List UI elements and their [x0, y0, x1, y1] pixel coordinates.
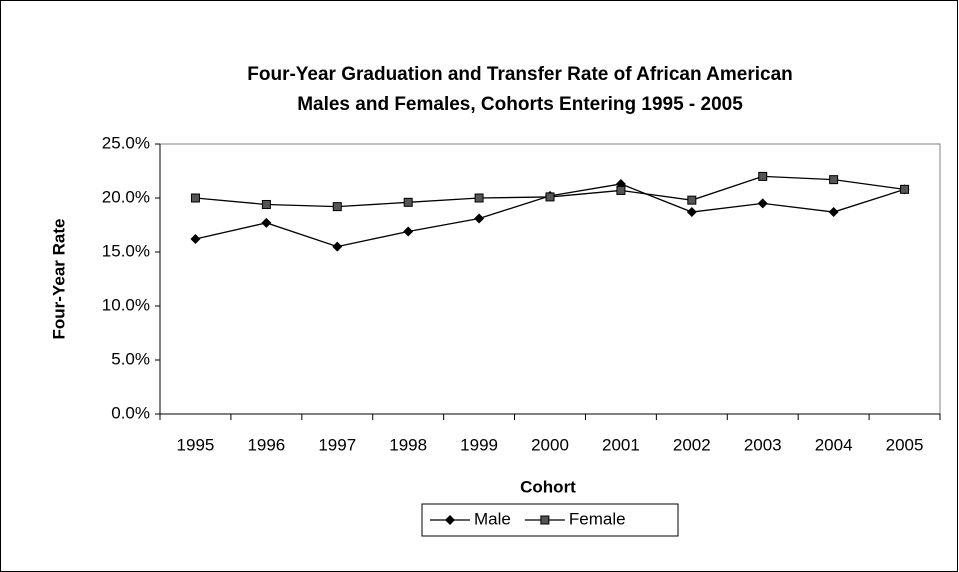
x-tick-label: 1997 [318, 435, 356, 454]
marker [687, 195, 697, 205]
legend-label: Male [474, 509, 511, 528]
x-tick-label: 2003 [744, 435, 782, 454]
x-tick-label: 1998 [389, 435, 427, 454]
y-tick-label: 25.0% [102, 133, 150, 152]
y-tick-label: 5.0% [111, 349, 150, 368]
x-axis-title: Cohort [520, 477, 576, 496]
legend-label: Female [569, 509, 626, 528]
marker [261, 199, 271, 209]
chart-title: Four-Year Graduation and Transfer Rate o… [247, 64, 793, 85]
y-tick-label: 20.0% [102, 187, 150, 206]
y-tick-label: 10.0% [102, 295, 150, 314]
x-tick-label: 2005 [886, 435, 924, 454]
marker [474, 193, 484, 203]
marker [474, 213, 485, 224]
x-tick-label: 1999 [460, 435, 498, 454]
marker [261, 217, 272, 228]
marker [403, 226, 414, 237]
marker [190, 193, 200, 203]
marker [540, 515, 550, 525]
y-tick-label: 15.0% [102, 241, 150, 260]
marker [545, 192, 555, 202]
x-tick-label: 1995 [177, 435, 215, 454]
x-tick-label: 2001 [602, 435, 640, 454]
marker [190, 234, 201, 245]
x-tick-label: 2002 [673, 435, 711, 454]
y-tick-label: 0.0% [111, 403, 150, 422]
chart-title: Males and Females, Cohorts Entering 1995… [297, 94, 743, 115]
marker [900, 184, 910, 194]
marker [616, 185, 626, 195]
marker [332, 202, 342, 212]
marker [403, 197, 413, 207]
marker [757, 198, 768, 209]
x-tick-label: 2004 [815, 435, 853, 454]
plot-area [159, 143, 941, 415]
y-axis-title: Four-Year Rate [49, 219, 68, 340]
marker [828, 207, 839, 218]
x-tick-label: 2000 [531, 435, 569, 454]
marker [332, 241, 343, 252]
marker [445, 515, 455, 525]
marker [758, 171, 768, 181]
marker [829, 175, 839, 185]
x-tick-label: 1996 [247, 435, 285, 454]
marker [686, 207, 697, 218]
